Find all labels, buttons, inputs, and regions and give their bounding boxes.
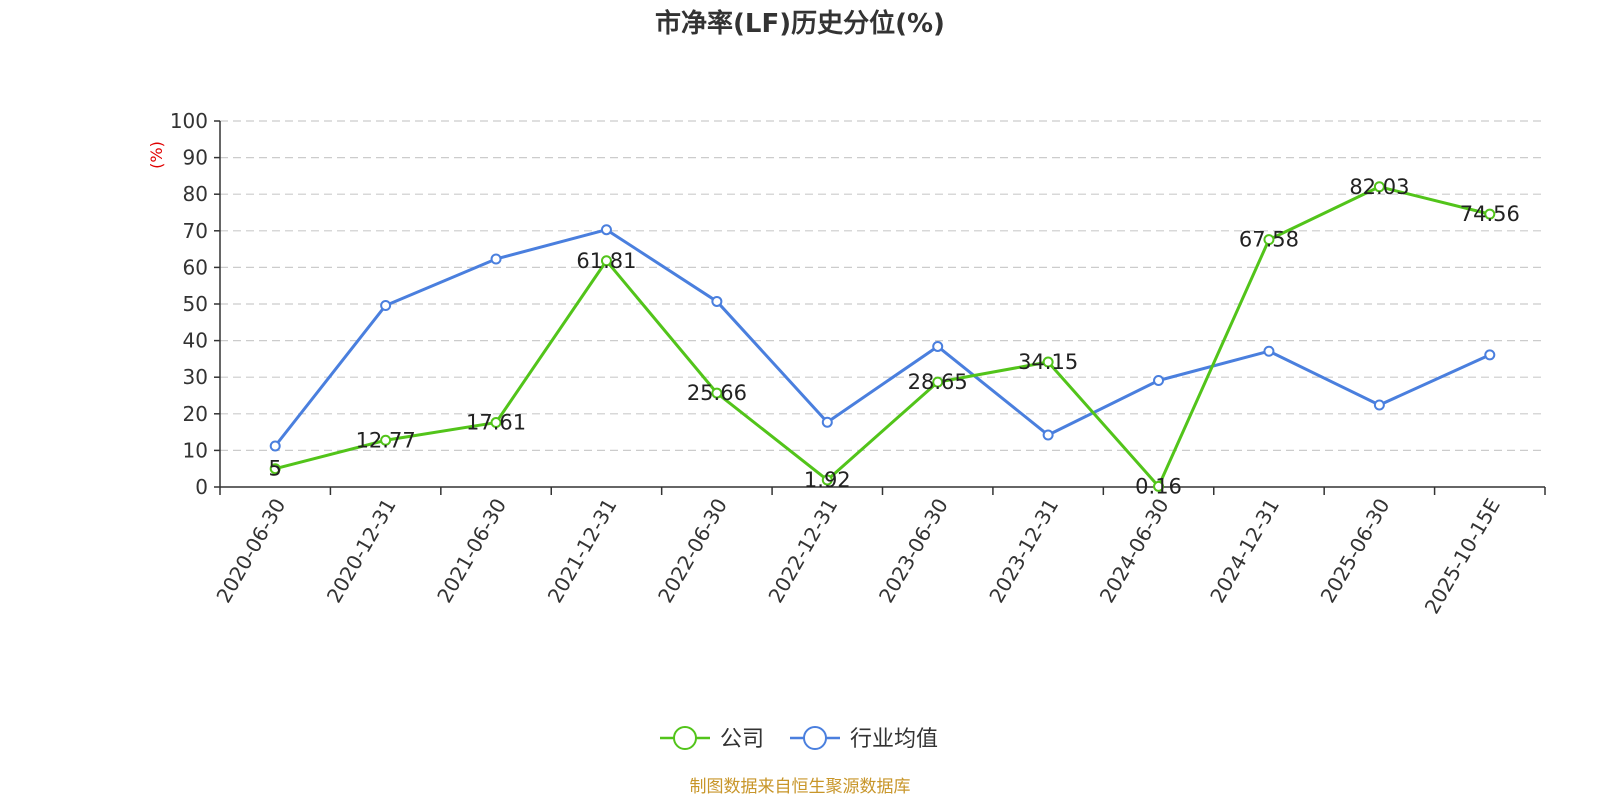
series-line-1 xyxy=(274,228,1491,447)
x-tick-label: 2024-12-31 xyxy=(1205,494,1284,607)
series-0-point xyxy=(821,474,833,486)
data-label: 28.65 xyxy=(908,370,968,394)
x-tick-label: 2022-12-31 xyxy=(763,494,842,607)
x-tick-label: 2020-06-30 xyxy=(211,494,290,607)
series-1-point xyxy=(1263,345,1275,357)
series-1-point xyxy=(932,340,944,352)
x-tick-label: 2025-10-15E xyxy=(1420,494,1505,618)
y-tick-label: 50 xyxy=(183,292,208,316)
y-axis-ticks: 0 10 20 30 40 50 60 70 80 90 100 xyxy=(170,109,220,499)
x-tick-label: 2022-06-30 xyxy=(653,494,732,607)
series-0-point xyxy=(1484,208,1496,220)
series-0-point xyxy=(711,387,723,399)
series-1-point xyxy=(821,416,833,428)
data-labels: 5 12.77 17.61 61.81 25.66 1.92 28.65 34.15 0.16 6… xyxy=(269,175,1520,499)
y-tick-label: 30 xyxy=(183,365,208,389)
series-0-point xyxy=(380,434,392,446)
data-label: 17.61 xyxy=(466,411,526,435)
y-tick-label: 20 xyxy=(183,402,208,426)
x-tick-label: 2023-12-31 xyxy=(984,494,1063,607)
y-tick-label: 60 xyxy=(183,255,208,279)
y-tick-label: 70 xyxy=(183,219,208,243)
data-label: 61.81 xyxy=(576,249,636,273)
legend: 公司 行业均值 xyxy=(660,726,938,752)
y-tick-label: 90 xyxy=(183,146,208,170)
data-label: 67.58 xyxy=(1239,228,1299,252)
x-tick-label: 2025-06-30 xyxy=(1316,494,1395,607)
series-layer xyxy=(269,181,1496,492)
legend-swatch-marker xyxy=(803,726,827,750)
x-tick-label: 2023-06-30 xyxy=(874,494,953,607)
data-label: 25.66 xyxy=(687,381,747,405)
series-0-point xyxy=(490,417,502,429)
legend-label: 公司 xyxy=(720,727,764,752)
series-1-point xyxy=(490,253,502,265)
series-0-point xyxy=(600,255,612,267)
source-note: 制图数据来自恒生聚源数据库 xyxy=(690,777,911,797)
gridlines xyxy=(220,120,1545,451)
series-1-point xyxy=(711,295,723,307)
series-0-point xyxy=(932,376,944,388)
series-0-point xyxy=(269,463,281,475)
x-tick-label: 2021-06-30 xyxy=(432,494,511,607)
data-label: 74.56 xyxy=(1460,202,1520,226)
series-0-point xyxy=(1263,234,1275,246)
data-label: 0.16 xyxy=(1135,474,1182,498)
legend-swatch-marker xyxy=(673,726,697,750)
series-line-0 xyxy=(274,185,1491,488)
x-tick-label: 2021-12-31 xyxy=(543,494,622,607)
data-label: 12.77 xyxy=(356,428,416,452)
series-1-point xyxy=(600,224,612,236)
chart-title: 市净率(LF)历史分位(%) xyxy=(655,8,945,39)
series-1-point xyxy=(1042,429,1054,441)
x-axis-ticks: 2020-06-30 2020-12-31 2021-06-30 2021-12-31… xyxy=(211,487,1546,618)
data-label: 1.92 xyxy=(804,468,851,492)
series-1-point xyxy=(380,299,392,311)
x-tick-label: 2024-06-30 xyxy=(1095,494,1174,607)
y-tick-label: 10 xyxy=(183,438,208,462)
data-label: 5 xyxy=(269,457,282,481)
series-1-point xyxy=(269,440,281,452)
series-1-point xyxy=(1484,349,1496,361)
series-1-point xyxy=(1153,374,1165,386)
series-1-point xyxy=(1373,399,1385,411)
y-axis-unit-label: (%) xyxy=(147,141,166,169)
x-tick-label: 2020-12-31 xyxy=(322,494,401,607)
series-0-point xyxy=(1042,356,1054,368)
data-label: 82.03 xyxy=(1349,175,1409,199)
y-tick-label: 100 xyxy=(170,109,208,133)
series-0-point xyxy=(1153,480,1165,492)
legend-label: 行业均值 xyxy=(850,727,938,752)
y-tick-label: 0 xyxy=(195,475,208,499)
data-label: 34.15 xyxy=(1018,350,1078,374)
y-tick-label: 80 xyxy=(183,182,208,206)
series-0-point xyxy=(1373,181,1385,193)
y-tick-label: 40 xyxy=(183,329,208,353)
